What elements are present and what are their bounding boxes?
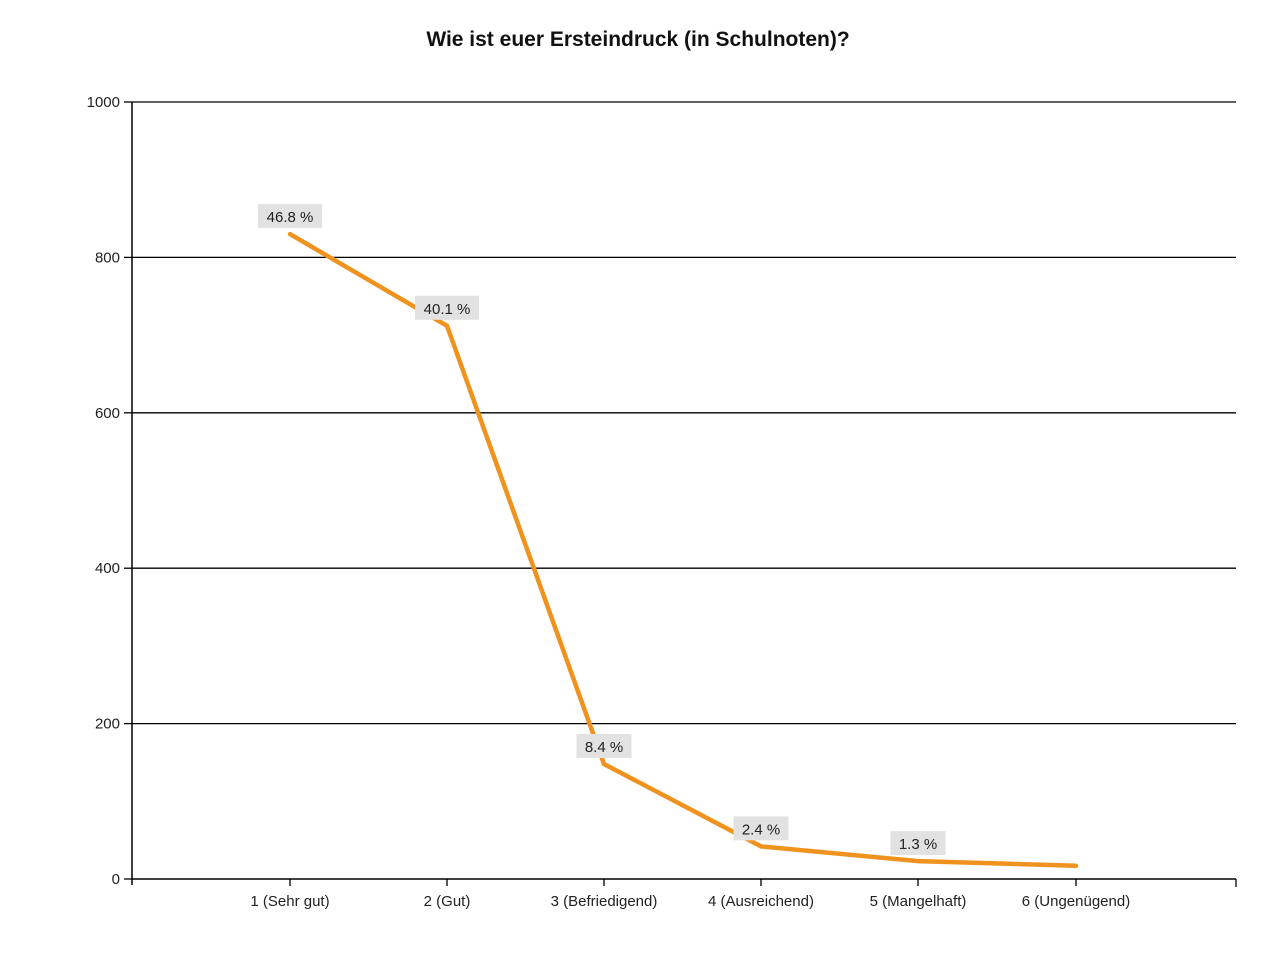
y-tick-label: 200 bbox=[95, 716, 120, 733]
data-label-bg bbox=[576, 734, 632, 759]
x-tick-label: 6 (Ungenügend) bbox=[1022, 893, 1130, 910]
x-tick-label: 1 (Sehr gut) bbox=[250, 893, 329, 910]
y-tick-label: 1000 bbox=[87, 94, 120, 111]
y-tick-label: 400 bbox=[95, 560, 120, 577]
y-tick-label: 800 bbox=[95, 249, 120, 266]
y-tick-label: 0 bbox=[112, 871, 120, 888]
x-tick-label: 2 (Gut) bbox=[424, 893, 471, 910]
x-tick-label: 5 (Mangelhaft) bbox=[870, 893, 967, 910]
data-label: 8.4 % bbox=[585, 739, 623, 756]
chart-title: Wie ist euer Ersteindruck (in Schulnoten… bbox=[426, 28, 850, 51]
data-label: 1.3 % bbox=[899, 836, 937, 853]
data-point bbox=[915, 858, 921, 864]
data-label: 40.1 % bbox=[424, 301, 471, 318]
y-tick-label: 600 bbox=[95, 405, 120, 422]
series-line bbox=[288, 232, 1077, 869]
data-point bbox=[444, 323, 450, 328]
x-tick-label: 4 (Ausreichend) bbox=[708, 893, 814, 910]
data-label-bg bbox=[733, 816, 789, 841]
data-label-bg bbox=[415, 295, 479, 320]
data-point bbox=[601, 761, 607, 767]
x-tick-label: 3 (Befriedigend) bbox=[551, 893, 658, 910]
data-label-bg bbox=[890, 831, 946, 856]
data-point bbox=[287, 231, 293, 237]
data-label: 2.4 % bbox=[742, 821, 780, 838]
data-label: 46.8 % bbox=[267, 209, 314, 226]
data-label-bg bbox=[258, 204, 322, 229]
data-point bbox=[758, 844, 764, 849]
data-point bbox=[1073, 863, 1079, 868]
